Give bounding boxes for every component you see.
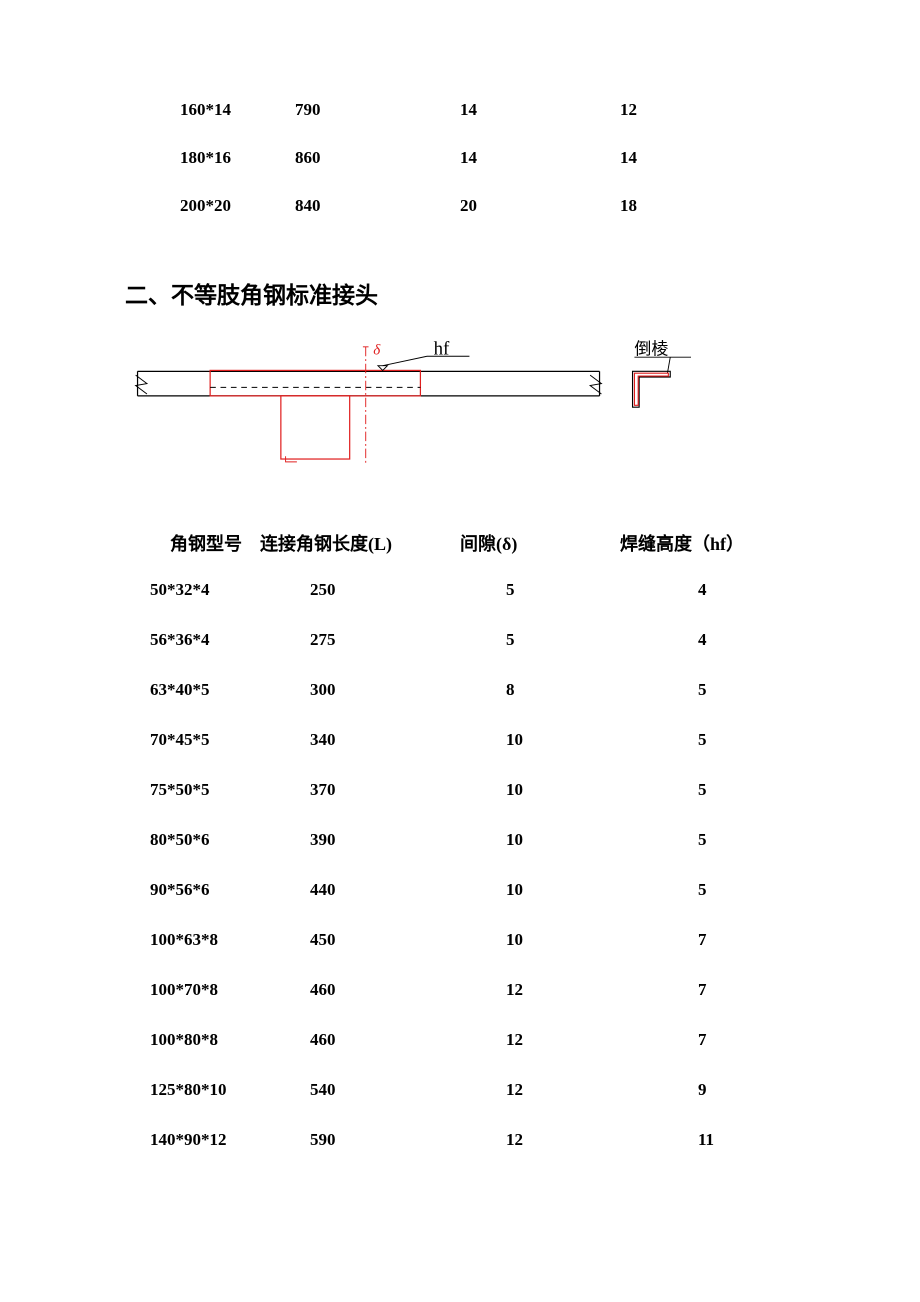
cell: 5 xyxy=(680,680,780,700)
table-row: 56*36*427554 xyxy=(130,630,790,650)
table-row: 125*80*10540129 xyxy=(130,1080,790,1100)
cell: 790 xyxy=(295,100,460,120)
cell: 8 xyxy=(500,680,680,700)
cell: 440 xyxy=(305,880,500,900)
cell: 70*45*5 xyxy=(130,730,305,750)
cell: 10 xyxy=(500,930,680,950)
cell: 300 xyxy=(305,680,500,700)
cell: 125*80*10 xyxy=(130,1080,305,1100)
cell: 460 xyxy=(305,980,500,1000)
cell: 7 xyxy=(680,930,780,950)
cell: 10 xyxy=(500,730,680,750)
cell: 590 xyxy=(305,1130,500,1150)
header-length: 连接角钢长度(L) xyxy=(260,530,450,556)
svg-text:δ: δ xyxy=(373,342,381,358)
diagram-svg: δ hf 倒棱 xyxy=(130,335,790,485)
cell: 56*36*4 xyxy=(130,630,305,650)
cell: 275 xyxy=(305,630,500,650)
cell: 340 xyxy=(305,730,500,750)
cell: 540 xyxy=(305,1080,500,1100)
joint-diagram: δ hf 倒棱 xyxy=(130,335,790,490)
header-gap: 间隙(δ) xyxy=(450,530,620,556)
cell: 840 xyxy=(295,196,460,216)
cell: 140*90*12 xyxy=(130,1130,305,1150)
table-row: 100*70*8460127 xyxy=(130,980,790,1000)
table-row: 90*56*6440105 xyxy=(130,880,790,900)
section-title: 二、不等肢角钢标准接头 xyxy=(125,276,790,310)
cell: 80*50*6 xyxy=(130,830,305,850)
cell: 180*16 xyxy=(130,148,295,168)
cell: 5 xyxy=(680,780,780,800)
svg-text:倒棱: 倒棱 xyxy=(634,339,668,358)
cell: 9 xyxy=(680,1080,780,1100)
cell: 5 xyxy=(680,880,780,900)
cell: 5 xyxy=(680,730,780,750)
table-row: 63*40*530085 xyxy=(130,680,790,700)
header-weld: 焊缝高度（hf） xyxy=(620,530,790,556)
main-table: 角钢型号 连接角钢长度(L) 间隙(δ) 焊缝高度（hf） 50*32*4250… xyxy=(130,530,790,1150)
cell: 100*70*8 xyxy=(130,980,305,1000)
cell: 12 xyxy=(500,1030,680,1050)
cell: 11 xyxy=(680,1130,780,1150)
table-row: 160*14 790 14 12 xyxy=(130,100,790,120)
header-model: 角钢型号 xyxy=(130,530,260,556)
cell: 12 xyxy=(620,100,740,120)
cell: 250 xyxy=(305,580,500,600)
svg-text:hf: hf xyxy=(434,338,450,359)
cell: 63*40*5 xyxy=(130,680,305,700)
cell: 90*56*6 xyxy=(130,880,305,900)
cell: 100*63*8 xyxy=(130,930,305,950)
table-row: 100*80*8460127 xyxy=(130,1030,790,1050)
cell: 450 xyxy=(305,930,500,950)
cell: 5 xyxy=(500,630,680,650)
table-header: 角钢型号 连接角钢长度(L) 间隙(δ) 焊缝高度（hf） xyxy=(130,530,790,556)
cell: 160*14 xyxy=(130,100,295,120)
cell: 860 xyxy=(295,148,460,168)
cell: 4 xyxy=(680,630,780,650)
table-row: 100*63*8450107 xyxy=(130,930,790,950)
cell: 12 xyxy=(500,1080,680,1100)
cell: 5 xyxy=(680,830,780,850)
table-row: 200*20 840 20 18 xyxy=(130,196,790,216)
table-row: 70*45*5340105 xyxy=(130,730,790,750)
cell: 14 xyxy=(620,148,740,168)
cell: 75*50*5 xyxy=(130,780,305,800)
cell: 14 xyxy=(460,148,620,168)
cell: 100*80*8 xyxy=(130,1030,305,1050)
cell: 12 xyxy=(500,980,680,1000)
cell: 50*32*4 xyxy=(130,580,305,600)
cell: 14 xyxy=(460,100,620,120)
cell: 460 xyxy=(305,1030,500,1050)
table-row: 180*16 860 14 14 xyxy=(130,148,790,168)
table-row: 140*90*125901211 xyxy=(130,1130,790,1150)
cell: 7 xyxy=(680,1030,780,1050)
table-row: 50*32*425054 xyxy=(130,580,790,600)
cell: 10 xyxy=(500,880,680,900)
cell: 5 xyxy=(500,580,680,600)
cell: 10 xyxy=(500,780,680,800)
table-row: 75*50*5370105 xyxy=(130,780,790,800)
cell: 20 xyxy=(460,196,620,216)
cell: 370 xyxy=(305,780,500,800)
cell: 200*20 xyxy=(130,196,295,216)
cell: 10 xyxy=(500,830,680,850)
top-table: 160*14 790 14 12 180*16 860 14 14 200*20… xyxy=(130,100,790,216)
table-row: 80*50*6390105 xyxy=(130,830,790,850)
cell: 18 xyxy=(620,196,740,216)
cell: 4 xyxy=(680,580,780,600)
cell: 12 xyxy=(500,1130,680,1150)
cell: 390 xyxy=(305,830,500,850)
cell: 7 xyxy=(680,980,780,1000)
